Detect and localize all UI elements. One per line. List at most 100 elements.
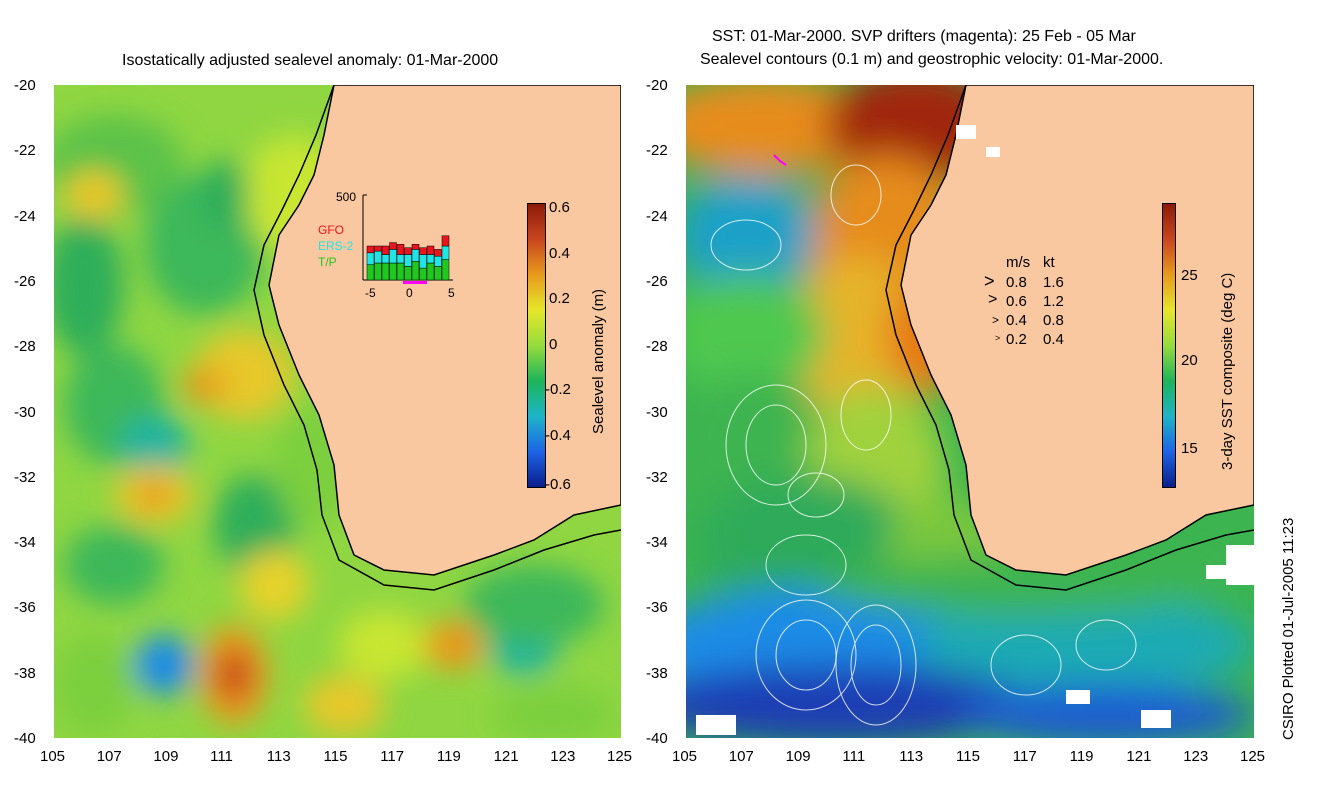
velocity-arrow-icon: > <box>984 271 995 291</box>
cloud-mask <box>696 125 1254 735</box>
latitude-tick-label: -28 <box>14 338 36 356</box>
inset-bar-ers <box>434 255 442 267</box>
latitude-tick-label: -20 <box>646 77 668 94</box>
velocity-legend-ms: 0.8 <box>1006 274 1027 291</box>
left-colorbar-label: Sealevel anomaly (m) <box>590 288 607 434</box>
inset-x-tick: -5 <box>365 286 376 300</box>
longitude-tick-label: 107 <box>728 748 754 765</box>
longitude-tick-label: 117 <box>380 748 405 765</box>
longitude-tick-label: 123 <box>1183 748 1209 765</box>
velocity-legend-ms: 0.4 <box>1006 312 1027 329</box>
satellite-coverage-inset: 500 GFO ERS-2 T/P -5 0 5 <box>310 190 470 300</box>
inset-bar-gfo <box>381 245 390 255</box>
latitude-tick-label: -34 <box>646 534 668 552</box>
longitude-tick-label: 111 <box>210 748 233 765</box>
inset-bar-gfo <box>389 242 397 250</box>
longitude-tick-label: 125 <box>607 748 633 765</box>
velocity-legend-kt: 0.8 <box>1043 312 1064 329</box>
inset-legend-ers2: ERS-2 <box>318 239 354 253</box>
inset-bar-gfo <box>374 245 382 252</box>
inset-bar-tp <box>374 262 382 281</box>
latitude-tick-label: -40 <box>646 730 668 747</box>
inset-bar-tp <box>381 262 390 281</box>
longitude-tick-label: 109 <box>785 748 811 765</box>
inset-bar-gfo <box>419 247 427 255</box>
longitude-tick-label: 125 <box>1240 748 1266 765</box>
inset-bar-gfo <box>441 235 450 247</box>
longitude-tick-label: 121 <box>493 748 519 765</box>
left-colorbar-tick: -0.2 <box>545 381 571 398</box>
latitude-tick-label: -26 <box>14 272 36 290</box>
inset-bar-ers <box>426 254 435 264</box>
right-colorbar-tick: 15 <box>1181 440 1198 457</box>
inset-bar-ers <box>404 254 412 267</box>
inset-bar-ers <box>411 249 420 262</box>
inset-bar-ers <box>366 252 375 265</box>
plot-credit: CSIRO Plotted 01-Jul-2005 11:23 <box>1280 517 1297 740</box>
inset-x-tick: 5 <box>448 286 455 300</box>
longitude-tick-label: 119 <box>436 748 461 765</box>
inset-bar-tp <box>404 266 412 281</box>
inset-bar-gfo <box>426 245 435 255</box>
svp-drifter-track <box>773 154 787 166</box>
velocity-legend-kt: 0.4 <box>1043 331 1064 348</box>
latitude-tick-label: -30 <box>14 403 36 421</box>
latitude-tick-label: -32 <box>646 468 668 486</box>
longitude-tick-label: 109 <box>153 748 179 765</box>
latitude-tick-label: -24 <box>646 207 668 225</box>
latitude-tick-label: -38 <box>14 664 36 682</box>
inset-bar-gfo <box>396 244 405 255</box>
inset-bar-ers <box>441 245 450 260</box>
inset-y-tick: 500 <box>336 190 357 204</box>
left-colorbar <box>527 203 546 488</box>
longitude-tick-label: 111 <box>842 748 866 765</box>
velocity-arrow-icon: > <box>995 333 1001 343</box>
right-colorbar <box>1162 203 1176 488</box>
longitude-tick-label: 115 <box>323 748 348 765</box>
latitude-tick-label: -34 <box>14 534 36 552</box>
longitude-tick-label: 117 <box>1012 748 1037 765</box>
inset-bar-tp <box>434 266 442 281</box>
sealevel-contours <box>710 164 1137 726</box>
inset-bar-gfo <box>366 245 375 254</box>
inset-bar-tp <box>426 262 435 281</box>
inset-bar-gfo <box>434 249 442 257</box>
longitude-tick-label: 115 <box>956 748 980 765</box>
left-colorbar-tick: 0.6 <box>549 199 570 216</box>
inset-bar-tp <box>366 264 375 281</box>
inset-bar-ers <box>396 254 405 264</box>
longitude-tick-label: 105 <box>672 748 698 765</box>
right-colorbar-label: 3-day SST composite (deg C) <box>1219 272 1236 470</box>
latitude-tick-label: -24 <box>14 207 36 225</box>
inset-bar-tp <box>419 267 427 281</box>
velocity-legend-kt: 1.2 <box>1043 293 1064 310</box>
inset-bar-gfo <box>404 247 412 255</box>
latitude-tick-label: -26 <box>646 272 668 290</box>
velocity-arrow-icon: > <box>992 313 1000 327</box>
longitude-tick-label: 107 <box>96 748 122 765</box>
inset-x-tick: 0 <box>406 286 413 300</box>
velocity-legend-header-ms: m/s <box>1006 254 1031 271</box>
longitude-tick-label: 123 <box>550 748 576 765</box>
velocity-legend-ms: 0.6 <box>1006 293 1027 310</box>
longitude-tick-label: 113 <box>899 748 924 765</box>
latitude-tick-label: -36 <box>646 599 668 617</box>
right-colorbar-tick: 20 <box>1181 352 1198 369</box>
inset-legend-gfo: GFO <box>318 223 344 237</box>
latitude-tick-label: -36 <box>14 599 36 617</box>
latitude-tick-label: -40 <box>14 730 36 747</box>
inset-bar-ers <box>389 249 397 264</box>
inset-bar-tp <box>389 262 397 281</box>
inset-bar-gfo <box>411 244 420 250</box>
right-panel-title-line2: Sealevel contours (0.1 m) and geostrophi… <box>700 51 1164 68</box>
inset-bar-tp <box>411 261 420 281</box>
latitude-tick-label: -32 <box>14 468 36 486</box>
sst-map <box>686 85 1254 738</box>
longitude-tick-label: 105 <box>40 748 66 765</box>
latitude-tick-label: -20 <box>14 77 36 94</box>
inset-bar-ers <box>381 254 390 264</box>
inset-legend-tp: T/P <box>318 255 337 269</box>
left-colorbar-tick: 0.4 <box>549 245 570 262</box>
inset-bars <box>362 194 453 284</box>
left-colorbar-tick: -0.4 <box>545 427 571 444</box>
